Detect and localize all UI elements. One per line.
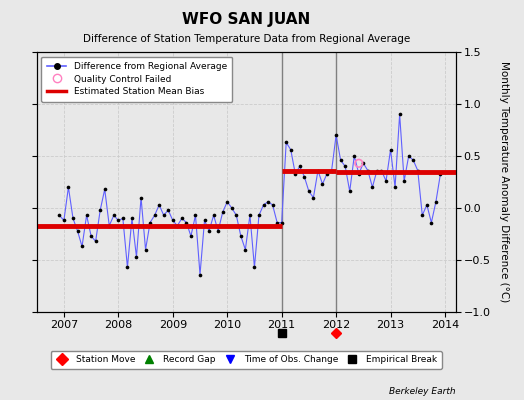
Point <box>341 163 350 170</box>
Point <box>396 111 404 118</box>
Y-axis label: Monthly Temperature Anomaly Difference (°C): Monthly Temperature Anomaly Difference (… <box>499 61 509 303</box>
Point <box>196 271 204 278</box>
Point <box>332 132 340 138</box>
Point <box>219 209 227 215</box>
Point <box>314 167 322 174</box>
Point <box>282 139 290 146</box>
Point <box>287 146 295 153</box>
Point <box>92 238 100 244</box>
Point <box>355 170 363 177</box>
Point <box>350 153 358 159</box>
Point <box>155 202 163 208</box>
Point <box>423 202 431 208</box>
Point <box>246 212 254 218</box>
Point <box>377 167 386 174</box>
Text: Berkeley Earth: Berkeley Earth <box>389 387 456 396</box>
Point <box>400 178 408 184</box>
Point <box>255 212 263 218</box>
Point <box>159 212 168 218</box>
Point <box>318 181 326 187</box>
Point <box>250 264 259 270</box>
Point <box>232 212 241 218</box>
Point <box>304 188 313 194</box>
Point <box>178 215 186 222</box>
Point <box>237 233 245 239</box>
Point <box>368 184 377 190</box>
Point <box>110 212 118 218</box>
Point <box>273 219 281 226</box>
Point <box>146 219 154 226</box>
Point <box>78 243 86 250</box>
Point <box>73 228 82 234</box>
Point <box>87 233 95 239</box>
Point <box>264 198 272 205</box>
Point <box>55 212 63 218</box>
Point <box>214 228 222 234</box>
Point <box>169 217 177 224</box>
Point <box>359 160 367 166</box>
Point <box>210 212 218 218</box>
Point <box>345 188 354 194</box>
Point <box>427 219 435 226</box>
Point <box>123 264 132 270</box>
Legend: Difference from Regional Average, Quality Control Failed, Estimated Station Mean: Difference from Regional Average, Qualit… <box>41 56 232 102</box>
Point <box>405 153 413 159</box>
Text: Difference of Station Temperature Data from Regional Average: Difference of Station Temperature Data f… <box>83 34 410 44</box>
Point <box>278 219 286 226</box>
Point <box>355 160 363 166</box>
Point <box>200 217 209 224</box>
Point <box>409 157 418 163</box>
Point <box>223 198 232 205</box>
Point <box>309 194 318 201</box>
Point <box>291 170 300 177</box>
Point <box>268 202 277 208</box>
Point <box>436 170 445 177</box>
Point <box>296 163 304 170</box>
Point <box>137 194 145 201</box>
Point <box>150 212 159 218</box>
Point <box>364 167 372 174</box>
Point <box>386 146 395 153</box>
Point <box>173 222 181 229</box>
Point <box>132 254 140 260</box>
Point <box>69 215 77 222</box>
Legend: Station Move, Record Gap, Time of Obs. Change, Empirical Break: Station Move, Record Gap, Time of Obs. C… <box>51 351 442 369</box>
Point <box>432 198 440 205</box>
Point <box>141 246 150 253</box>
Point <box>105 222 113 229</box>
Point <box>96 207 104 213</box>
Point <box>336 157 345 163</box>
Point <box>418 212 427 218</box>
Text: WFO SAN JUAN: WFO SAN JUAN <box>182 12 310 27</box>
Point <box>64 184 73 190</box>
Point <box>182 219 191 226</box>
Point <box>373 167 381 174</box>
Point <box>114 217 123 224</box>
Point <box>413 167 422 174</box>
Point <box>118 215 127 222</box>
Point <box>391 184 399 190</box>
Point <box>164 207 172 213</box>
Point <box>82 212 91 218</box>
Point <box>101 186 109 192</box>
Point <box>227 205 236 211</box>
Point <box>382 178 390 184</box>
Point <box>191 212 200 218</box>
Point <box>259 202 268 208</box>
Point <box>187 233 195 239</box>
Point <box>323 170 331 177</box>
Point <box>300 174 309 180</box>
Point <box>128 215 136 222</box>
Point <box>241 246 249 253</box>
Point <box>60 217 68 224</box>
Point <box>328 167 336 174</box>
Point <box>205 228 213 234</box>
